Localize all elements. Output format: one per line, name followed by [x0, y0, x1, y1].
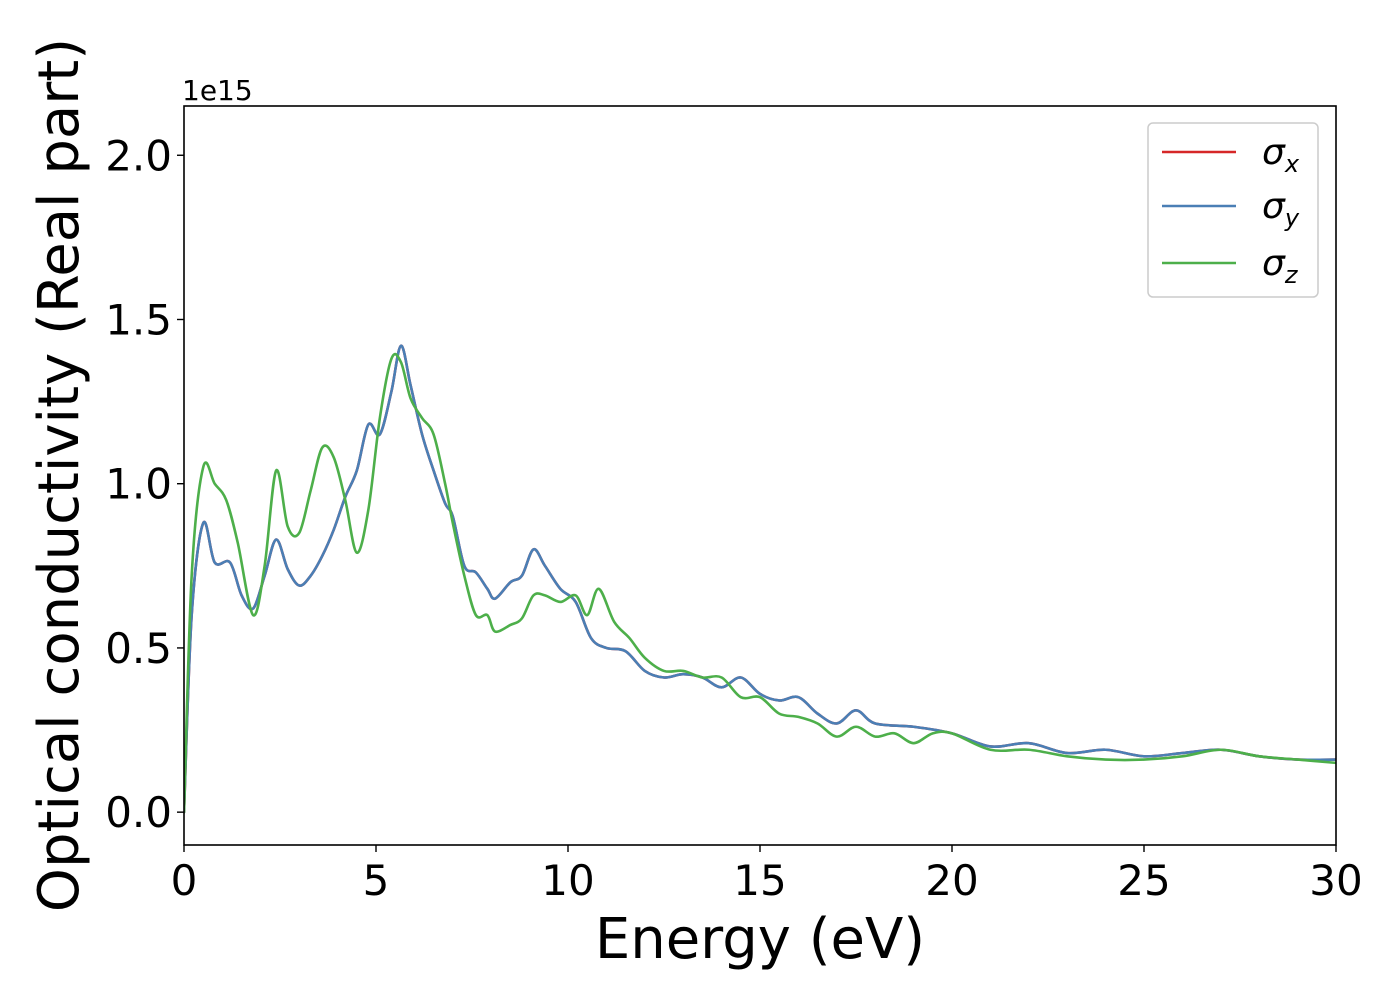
y-tick-label: 0.5 — [105, 624, 172, 673]
x-tick-label: 0 — [171, 856, 198, 905]
y-tick-label: 1.0 — [105, 460, 172, 509]
y-axis-label: Optical conductivity (Real part) — [27, 38, 92, 912]
y-offset-label: 1e15 — [182, 74, 253, 107]
legend-box — [1147, 122, 1319, 298]
ticks-layer: 0 5 10 15 20 25 30 0.0 0.5 1.0 1.5 2.0 — [105, 131, 1363, 905]
x-tick-label: 20 — [925, 856, 978, 905]
x-tick-label: 5 — [363, 856, 390, 905]
legend-label-x: σx — [1262, 132, 1300, 178]
series-line-z — [184, 352, 1336, 814]
x-tick-label: 10 — [541, 856, 594, 905]
x-tick-label: 15 — [733, 856, 786, 905]
legend-label-y: σy — [1262, 186, 1300, 232]
legend-label-z: σz — [1262, 243, 1299, 289]
series-layer — [184, 344, 1336, 814]
legend: σx σy σz — [1147, 122, 1319, 298]
y-tick-label: 2.0 — [105, 131, 172, 180]
x-tick-label: 25 — [1117, 856, 1170, 905]
x-tick-label: 30 — [1309, 856, 1362, 905]
series-line-y — [184, 344, 1336, 814]
y-tick-label: 1.5 — [105, 295, 172, 344]
y-tick-label: 0.0 — [105, 788, 172, 837]
x-axis-label: Energy (eV) — [595, 907, 925, 972]
